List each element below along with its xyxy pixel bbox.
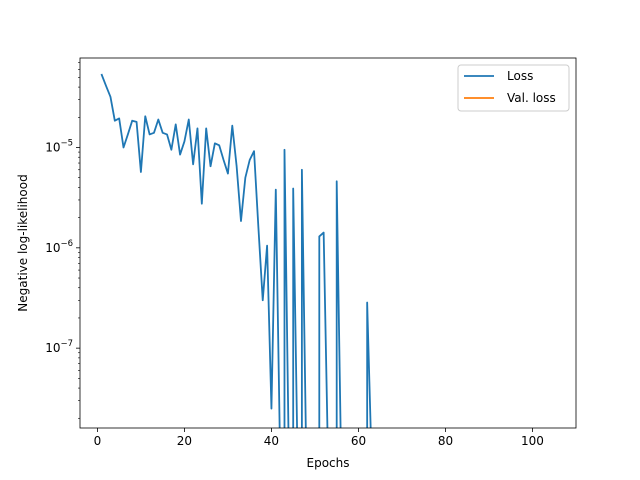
series-layer: [100, 73, 372, 428]
x-tick-label: 0: [94, 434, 102, 448]
y-tick-label: 10−6: [45, 239, 73, 255]
x-tick-label: 60: [351, 434, 366, 448]
x-axis-ticks: 0 20 40 60 80 100: [94, 428, 544, 448]
plot-frame: [79, 57, 577, 429]
x-tick-label: 20: [177, 434, 192, 448]
legend-label-val-loss: Val. loss: [507, 91, 556, 105]
x-tick-label: 80: [438, 434, 453, 448]
legend-label-loss: Loss: [507, 69, 533, 83]
y-axis-ticks: 10−7 10−6 10−5: [45, 62, 80, 419]
series-line-loss: [100, 73, 372, 428]
x-tick-label: 40: [264, 434, 279, 448]
y-tick-label: 10−7: [45, 339, 73, 355]
legend: Loss Val. loss: [457, 64, 570, 112]
y-axis-label: Negative log-likelihood: [16, 174, 30, 311]
x-tick-label: 100: [521, 434, 544, 448]
y-tick-label: 10−5: [45, 139, 73, 155]
x-axis-label: Epochs: [307, 456, 350, 470]
